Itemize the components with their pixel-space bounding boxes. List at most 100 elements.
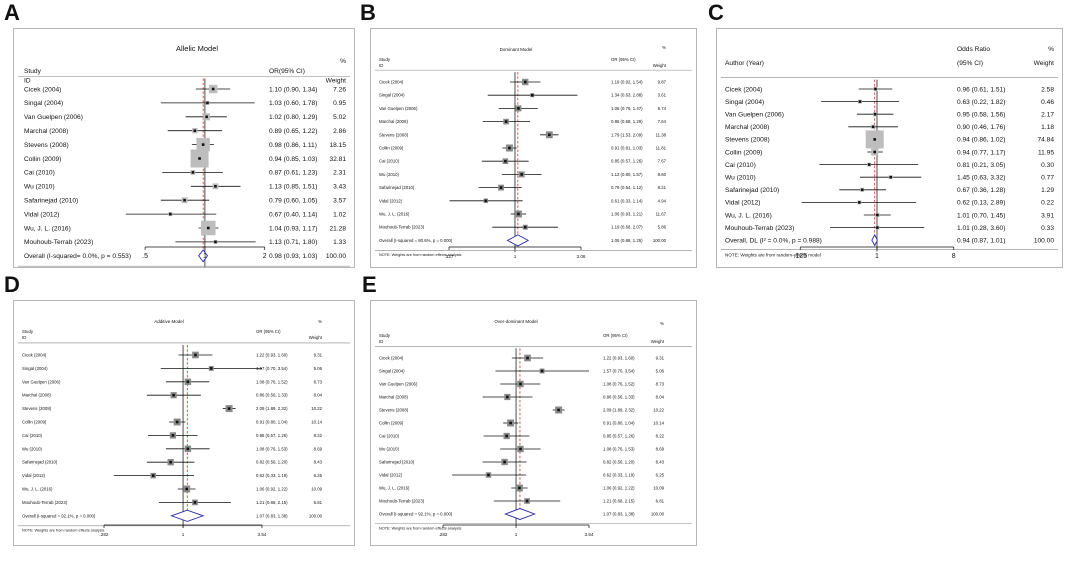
study-weight: 3.61 [658, 93, 667, 98]
header-percent: % [318, 319, 322, 324]
study-label: Mouhoub-Terrab (2023) [379, 225, 425, 230]
header-or: Odds Ratio [957, 46, 990, 53]
study-label: Cai (2010) [22, 433, 43, 438]
study-label: Stevens (2008) [379, 408, 409, 413]
study-or-ci: 0.90 (0.46, 1.76) [957, 124, 1005, 131]
study-or-ci: 1.79 (1.53, 2.09) [611, 132, 643, 137]
study-or-ci: 0.94 (0.77, 1.17) [957, 149, 1005, 156]
point-estimate [858, 100, 862, 103]
panel-label-b: B [360, 0, 376, 25]
study-weight: 0.95 [333, 100, 346, 107]
study-label: Cicek (2004) [379, 356, 404, 361]
study-label: Cai (2010) [24, 170, 55, 177]
point-estimate [504, 159, 507, 163]
model-title: Allelic Model [176, 44, 218, 53]
point-estimate [172, 393, 175, 397]
header-study: Study [379, 333, 391, 338]
study-or-ci: 1.19 (0.68, 2.07) [611, 225, 643, 230]
point-estimate [191, 171, 195, 174]
overall-weight: 100.00 [651, 512, 665, 517]
study-weight: 0.22 [1041, 200, 1054, 207]
x-tick-label: .327 [445, 254, 454, 259]
study-label: Cicek (2004) [22, 353, 47, 358]
study-label: Van Guelpen (2006) [725, 112, 784, 119]
study-weight: 2.17 [1041, 112, 1054, 119]
study-label: Singal (2004) [379, 369, 405, 374]
study-or-ci: 1.13 (0.71, 1.80) [269, 239, 317, 246]
study-label: Singal (2004) [725, 99, 764, 106]
header-weight: Weight [1034, 60, 1055, 67]
study-weight: 0.77 [1041, 175, 1054, 182]
study-or-ci: 1.21 (0.68, 2.15) [603, 499, 635, 504]
study-or-ci: 0.63 (0.22, 1.82) [957, 99, 1005, 106]
header-or-ci: OR (95% CI) [603, 333, 628, 338]
study-label: Wu (2010) [24, 184, 55, 191]
point-estimate [871, 125, 875, 129]
panel-label-a: A [4, 0, 20, 25]
study-or-ci: 1.12 (0.80, 1.57) [611, 172, 643, 177]
study-weight: 1.02 [333, 211, 346, 218]
study-or-ci: 1.34 (0.63, 2.88) [611, 93, 643, 98]
study-weight: 11.81 [656, 146, 667, 151]
study-or-ci: 0.86 (0.58, 1.29) [611, 119, 643, 124]
x-tick-label: 3.54 [258, 532, 267, 537]
model-title: Over-dominant Model [494, 319, 537, 324]
study-label: Cai (2010) [379, 159, 400, 164]
study-or-ci: 0.85 (0.57, 1.26) [256, 433, 288, 438]
forest-plot-panel-d: Additive Model Study ID OR (95% CI)% Weight C… [13, 300, 355, 546]
point-estimate [889, 175, 893, 179]
header-percent: % [660, 321, 664, 326]
study-label: Mouhoub-Terrab (2023) [725, 225, 794, 232]
forest-plot-svg: Author (Year) Odds Ratio (95% CI)% Weight Ci… [721, 46, 1058, 260]
study-label: Singal (2004) [24, 100, 63, 107]
weights-note: NOTE: Weights are from random effects an… [22, 529, 104, 533]
study-label: Wu (2010) [22, 446, 43, 451]
study-or-ci: 1.01 (0.70, 1.45) [957, 212, 1005, 219]
point-estimate [175, 420, 179, 424]
forest-plot-panel-b: Dominant Model Study ID OR (95% CI)% Weight C… [370, 28, 697, 268]
study-weight: 0.30 [1041, 162, 1054, 169]
study-label: Wu, J. L. (2016) [379, 486, 410, 491]
overall-diamond [506, 234, 530, 247]
study-label: Safarinejad (2010) [24, 198, 78, 205]
study-weight: 74.84 [1037, 137, 1054, 144]
point-estimate [506, 395, 509, 399]
study-label: Safarinejad (2010) [725, 187, 779, 194]
point-estimate [205, 115, 208, 119]
point-estimate [169, 460, 172, 464]
study-label: Wu, J. L. (2016) [22, 487, 53, 492]
forest-plot-panel-e: Over-dominant Model Study ID OR (95% CI)% We… [370, 300, 697, 546]
overall-label: Overall (I-squared= 0.0%, p = 0.553) [24, 253, 131, 260]
point-estimate [518, 486, 521, 490]
panel-label-d: D [4, 272, 20, 297]
study-label: Wu (2010) [725, 175, 756, 182]
study-or-ci: 0.82 (0.56, 1.20) [256, 460, 288, 465]
study-label: Vidal (2012) [22, 473, 46, 478]
study-or-ci: 1.01 (0.28, 3.60) [957, 225, 1005, 232]
point-estimate [209, 367, 213, 370]
overall-or-ci: 1.07 (0.83, 1.38) [603, 512, 635, 517]
study-or-ci: 0.96 (0.61, 1.51) [957, 86, 1005, 93]
study-weight: 10.14 [311, 420, 322, 425]
study-weight: 3.57 [333, 198, 346, 205]
study-or-ci: 1.03 (0.60, 1.78) [269, 100, 317, 107]
study-weight: 3.43 [333, 184, 346, 191]
overall-weight: 100.00 [326, 253, 347, 260]
overall-or-ci: 1.07 (0.83, 1.38) [256, 513, 288, 518]
point-estimate [876, 213, 879, 217]
study-or-ci: 0.61 (0.33, 1.14) [611, 198, 643, 203]
study-weight: 5.06 [656, 369, 665, 374]
study-weight: 11.95 [1038, 149, 1054, 156]
study-or-ci: 1.08 (0.76, 1.52) [256, 379, 288, 384]
study-or-ci: 0.85 (0.57, 1.26) [603, 434, 635, 439]
point-estimate [508, 146, 511, 150]
study-label: Singal (2004) [22, 366, 48, 371]
point-estimate [873, 138, 877, 141]
overall-weight: 100.00 [653, 238, 667, 243]
study-label: Safarinejad (2010) [22, 460, 58, 465]
header-weight: Weight [326, 78, 347, 85]
study-weight: 8.22 [656, 434, 665, 439]
study-label: Wu, J. L. (2016) [725, 212, 772, 219]
study-or-ci: 1.22 (0.93, 1.60) [256, 353, 288, 358]
study-weight: 8.43 [314, 460, 323, 465]
